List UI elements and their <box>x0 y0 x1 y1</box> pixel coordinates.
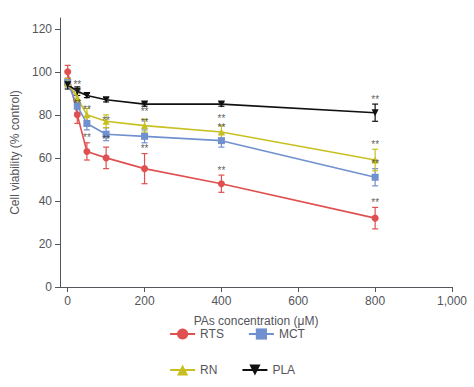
svg-text:**: ** <box>371 158 379 169</box>
svg-text:PAs concentration (μM): PAs concentration (μM) <box>194 314 319 328</box>
svg-text:RN: RN <box>200 363 217 377</box>
svg-text:20: 20 <box>39 237 53 251</box>
svg-text:**: ** <box>83 104 91 115</box>
svg-text:0: 0 <box>45 280 52 294</box>
svg-text:**: ** <box>371 197 379 208</box>
svg-text:**: ** <box>371 94 379 105</box>
svg-text:**: ** <box>102 134 110 145</box>
svg-text:Cell viability (% control): Cell viability (% control) <box>8 90 22 215</box>
svg-text:**: ** <box>73 79 81 90</box>
svg-text:**: ** <box>141 143 149 154</box>
svg-text:**: ** <box>141 106 149 117</box>
svg-text:**: ** <box>73 98 81 109</box>
svg-text:800: 800 <box>365 294 385 308</box>
svg-text:**: ** <box>371 139 379 150</box>
svg-text:80: 80 <box>39 108 53 122</box>
svg-text:RTS: RTS <box>200 327 224 341</box>
svg-text:1,000: 1,000 <box>437 294 467 308</box>
svg-text:MCT: MCT <box>279 327 306 341</box>
svg-text:100: 100 <box>32 65 52 79</box>
svg-text:**: ** <box>102 115 110 126</box>
svg-text:PLA: PLA <box>272 363 295 377</box>
svg-text:400: 400 <box>211 294 231 308</box>
svg-text:0: 0 <box>64 294 71 308</box>
svg-text:600: 600 <box>288 294 308 308</box>
svg-text:60: 60 <box>39 151 53 165</box>
svg-text:**: ** <box>218 165 226 176</box>
svg-text:**: ** <box>141 117 149 128</box>
svg-text:120: 120 <box>32 22 52 36</box>
svg-text:**: ** <box>83 132 91 143</box>
svg-text:**: ** <box>218 113 226 124</box>
svg-text:40: 40 <box>39 194 53 208</box>
svg-text:200: 200 <box>135 294 155 308</box>
